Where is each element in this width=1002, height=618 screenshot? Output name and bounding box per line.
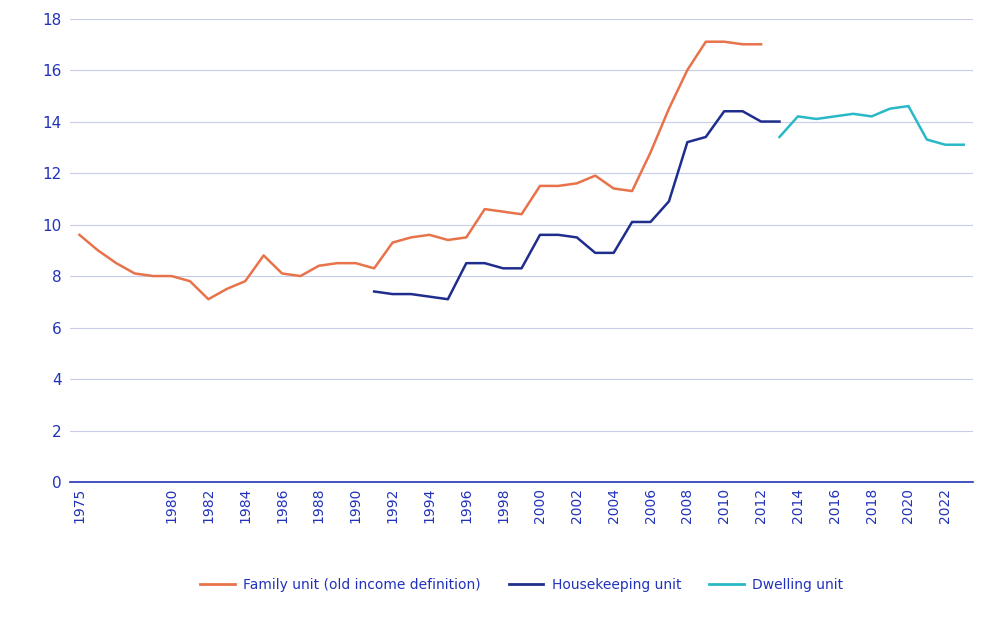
- Legend: Family unit (old income definition), Housekeeping unit, Dwelling unit: Family unit (old income definition), Hou…: [194, 572, 848, 598]
